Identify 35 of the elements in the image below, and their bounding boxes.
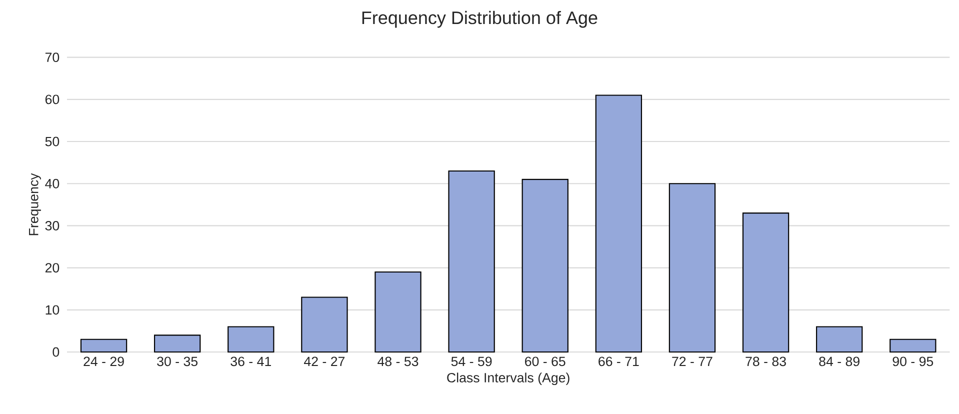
- x-tick-label: 24 - 29: [84, 356, 124, 366]
- bar: [448, 170, 495, 353]
- y-tick-label: 30: [45, 221, 60, 230]
- x-tick-label: 48 - 53: [378, 356, 418, 366]
- bar: [742, 212, 790, 353]
- x-tick-label: 30 - 35: [157, 356, 198, 366]
- bar: [228, 326, 274, 353]
- bar: [522, 178, 568, 353]
- chart-title: Frequency Distribution of Age: [362, 10, 598, 28]
- y-tick-label: 70: [45, 52, 60, 62]
- x-tick-label: 84 - 89: [819, 356, 860, 366]
- bar: [595, 94, 642, 353]
- x-tick-label: 60 - 65: [525, 356, 566, 366]
- x-tick-label: 42 - 27: [304, 356, 345, 366]
- y-axis-title: Frequency: [29, 173, 41, 236]
- x-axis-title: Class Intervals (Age): [447, 372, 570, 386]
- bar: [301, 296, 348, 353]
- bar: [668, 183, 716, 353]
- y-tick-label: 60: [45, 94, 60, 104]
- bar: [816, 326, 863, 353]
- x-tick-label: 66 - 71: [598, 356, 639, 366]
- bar: [374, 271, 422, 353]
- y-tick-label: 40: [45, 178, 60, 188]
- bar: [890, 338, 936, 353]
- x-tick-label: 90 - 95: [892, 356, 934, 366]
- y-tick-label: 50: [45, 136, 60, 146]
- y-tick-label: 10: [46, 305, 60, 315]
- y-tick-label: 0: [52, 347, 60, 357]
- bar: [154, 334, 201, 353]
- y-tick-label: 20: [45, 263, 60, 273]
- x-tick-label: 36 - 41: [230, 356, 271, 366]
- x-tick-label: 78 - 83: [746, 356, 786, 366]
- x-tick-label: 72 - 77: [672, 356, 712, 366]
- bar: [80, 338, 128, 353]
- x-tick-label: 54 - 59: [451, 356, 492, 366]
